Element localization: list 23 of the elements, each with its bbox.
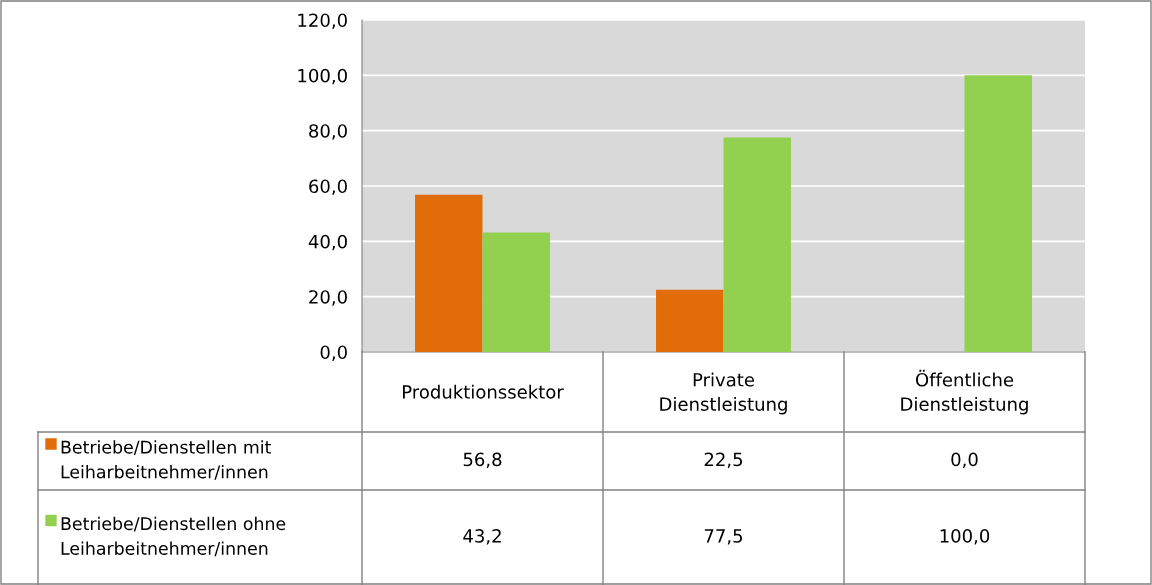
y-tick-label: 80,0	[309, 124, 347, 140]
y-tick-label: 40,0	[308, 234, 347, 251]
y-tick-label: 100,0	[298, 68, 347, 85]
data-label: 100,0	[940, 529, 990, 545]
x-tick-label: Private Dienstleistung	[660, 372, 787, 415]
y-tick-label: 120,0	[298, 13, 347, 29]
bar	[482, 232, 550, 352]
y-tick-label: 60,0	[309, 179, 347, 195]
data-label: 43,2	[463, 529, 501, 545]
y-tick-label: 0,0	[320, 345, 347, 361]
data-label: 0,0	[951, 452, 978, 469]
data-label: 56,8	[463, 452, 502, 469]
bar	[964, 75, 1032, 352]
bar	[656, 289, 724, 352]
data-label: 22,5	[704, 452, 743, 469]
x-tick-label: Produktionssektor	[403, 384, 564, 399]
data-label: 77,5	[704, 529, 743, 545]
legend-label: Betriebe/Dienstellen ohne Leiharbeitnehmer/innen	[61, 516, 286, 557]
y-tick-label: 20,0	[309, 290, 347, 306]
bar	[415, 194, 483, 352]
bar	[723, 137, 791, 352]
legend-label: Betriebe/Dienstellen mit Leiharbeitnehmer/innen	[61, 440, 271, 480]
x-tick-label: Öffentliche Dienstleistung	[901, 369, 1028, 415]
